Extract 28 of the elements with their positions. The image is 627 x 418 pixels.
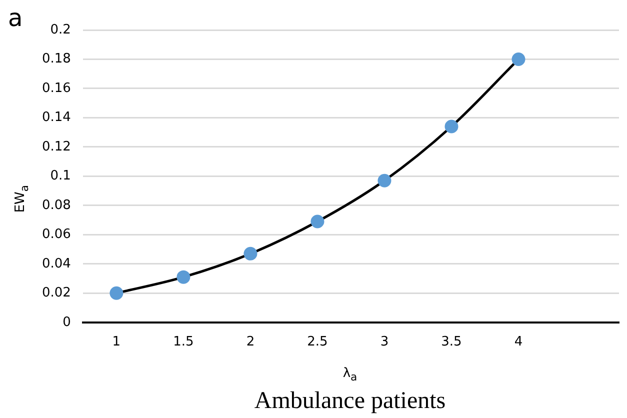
x-tick-label: 4 bbox=[514, 334, 523, 350]
y-tick-label: 0.06 bbox=[42, 227, 71, 242]
point bbox=[244, 246, 258, 260]
point bbox=[444, 120, 458, 134]
y-tick-label: 0.12 bbox=[42, 139, 71, 154]
x-tick-label: 2.5 bbox=[307, 334, 328, 350]
y-tick-label: 0.18 bbox=[42, 52, 71, 67]
x-tick-label: 3.5 bbox=[441, 334, 462, 350]
point bbox=[310, 214, 324, 228]
point bbox=[110, 286, 124, 300]
x-tick-label: 2 bbox=[246, 334, 255, 350]
y-tick-label: 0.1 bbox=[50, 168, 71, 184]
y-tick-label: 0 bbox=[62, 314, 71, 330]
y-tick-label: 0.08 bbox=[42, 198, 71, 213]
text: a bbox=[8, 4, 23, 32]
y-tick-label: 0.14 bbox=[42, 110, 71, 126]
x-tick-label: 1.5 bbox=[173, 334, 194, 350]
point bbox=[512, 52, 526, 66]
point bbox=[378, 174, 392, 188]
x-tick-label: 1 bbox=[112, 334, 121, 350]
x-tick-label: 3 bbox=[380, 334, 389, 350]
y-tick-label: 0.02 bbox=[42, 286, 71, 301]
x-axis-title: λ$_{a}$ bbox=[342, 366, 358, 384]
point bbox=[176, 270, 190, 284]
y-tick-label: 0.2 bbox=[50, 22, 71, 38]
y-tick-label: 0.16 bbox=[42, 80, 71, 96]
y-tick-label: 0.04 bbox=[42, 256, 71, 272]
text: Ambulance patients bbox=[253, 387, 447, 416]
